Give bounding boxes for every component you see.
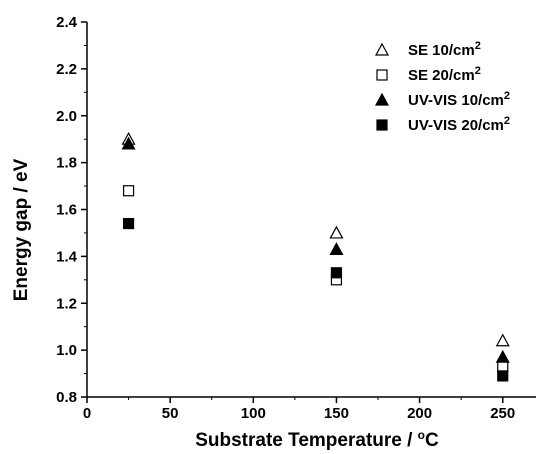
data-point bbox=[497, 370, 509, 382]
y-tick-label: 2.2 bbox=[56, 61, 77, 78]
legend-marker bbox=[376, 119, 388, 131]
legend-marker bbox=[374, 42, 390, 56]
legend-label-main: UV-VIS 10/cm bbox=[408, 92, 504, 109]
data-point bbox=[497, 360, 509, 373]
x-axis-title-main: Substrate Temperature / bbox=[195, 430, 417, 451]
y-tick-label: 2.0 bbox=[56, 108, 77, 125]
x-tick-label: 50 bbox=[162, 405, 179, 422]
x-tick-label: 200 bbox=[407, 405, 432, 422]
y-tick-label: 0.8 bbox=[56, 389, 77, 406]
legend-label: UV-VIS 10/cm2 bbox=[408, 90, 510, 109]
legend-label-superscript: 2 bbox=[475, 40, 481, 52]
y-tick-label: 2.4 bbox=[56, 14, 78, 31]
legend-marker bbox=[374, 92, 390, 106]
y-tick-label: 1.6 bbox=[56, 202, 77, 219]
data-point bbox=[329, 225, 344, 239]
legend-label-main: SE 20/cm bbox=[408, 67, 475, 84]
legend-label-superscript: 2 bbox=[504, 115, 510, 127]
legend-marker bbox=[376, 69, 388, 81]
y-axis-title: Energy gap / eV bbox=[11, 158, 32, 301]
y-tick-label: 1.8 bbox=[56, 155, 77, 172]
x-axis-title-degree: o bbox=[418, 428, 425, 442]
legend-label: UV-VIS 20/cm2 bbox=[408, 115, 510, 134]
ticks: 0.8 1.0 1.2 1.4 1.6 1.8 2.0 2.2 2.4 0 50 100 150 200 2… bbox=[56, 14, 515, 422]
data-point bbox=[329, 242, 344, 255]
data-points bbox=[121, 131, 510, 382]
data-point bbox=[121, 136, 136, 150]
x-tick-label: 100 bbox=[241, 405, 266, 422]
x-tick-label: 0 bbox=[83, 405, 91, 422]
data-point bbox=[495, 349, 510, 363]
data-point bbox=[330, 267, 343, 279]
y-tick-label: 1.0 bbox=[56, 342, 77, 359]
legend-label-superscript: 2 bbox=[504, 90, 510, 102]
data-point bbox=[495, 333, 510, 347]
legend-label-main: UV-VIS 20/cm bbox=[408, 117, 504, 134]
x-tick-label: 150 bbox=[324, 405, 349, 422]
x-axis-title-unit: C bbox=[425, 430, 439, 451]
data-point bbox=[122, 217, 135, 230]
legend-label-superscript: 2 bbox=[475, 65, 481, 77]
legend-label: SE 20/cm2 bbox=[408, 65, 481, 84]
data-point bbox=[122, 185, 135, 197]
legend-label-main: SE 10/cm bbox=[408, 42, 475, 59]
x-axis-title: Substrate Temperature / oC bbox=[195, 428, 439, 451]
x-tick-label: 250 bbox=[490, 405, 515, 422]
y-tick-label: 1.2 bbox=[56, 295, 77, 312]
y-tick-label: 1.4 bbox=[56, 248, 78, 265]
legend-label: SE 10/cm2 bbox=[408, 40, 481, 59]
